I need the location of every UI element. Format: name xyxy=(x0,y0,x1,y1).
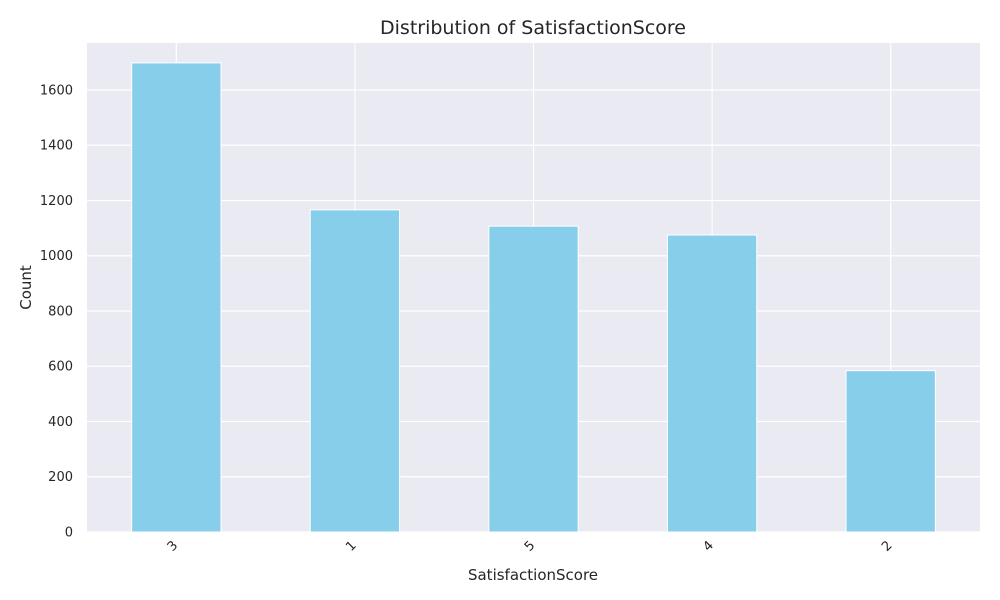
x-tick-label: 4 xyxy=(700,538,716,554)
x-tick-label: 3 xyxy=(165,538,181,554)
y-tick-label: 400 xyxy=(48,415,73,430)
x-tick-labels: 3 1 5 4 2 xyxy=(165,538,896,554)
y-tick-label: 600 xyxy=(48,360,73,375)
bar-3 xyxy=(131,62,222,533)
chart-title: Distribution of SatisfactionScore xyxy=(380,17,686,39)
x-tick-label: 1 xyxy=(343,538,359,554)
y-tick-label: 200 xyxy=(48,470,73,485)
x-tick-label: 5 xyxy=(522,538,538,554)
y-tick-labels: 0 200 400 600 800 1000 1200 1400 1600 xyxy=(40,83,73,540)
y-tick-label: 1600 xyxy=(40,83,73,98)
y-tick-label: 800 xyxy=(48,304,73,319)
y-tick-label: 0 xyxy=(65,526,73,541)
x-tick-label: 2 xyxy=(879,538,895,554)
y-tick-label: 1400 xyxy=(40,139,73,154)
x-axis-label: SatisfactionScore xyxy=(468,566,598,584)
bar-4 xyxy=(666,234,758,533)
y-tick-label: 1000 xyxy=(40,249,73,264)
y-tick-label: 1200 xyxy=(40,194,73,209)
bar-5 xyxy=(488,225,579,533)
y-axis-label: Count xyxy=(17,265,35,310)
bars-layer xyxy=(131,62,936,533)
bar-2 xyxy=(845,370,936,533)
bar-1 xyxy=(309,209,401,533)
